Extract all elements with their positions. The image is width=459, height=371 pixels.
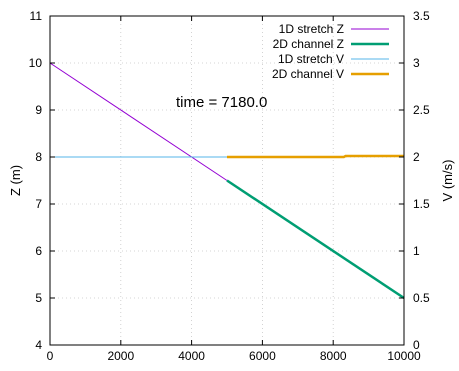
time-annotation: time = 7180.0 <box>176 94 267 111</box>
y-tick-label: 7 <box>35 197 42 211</box>
series-line-2 <box>226 179 405 300</box>
y2-tick-label: 3 <box>413 56 420 70</box>
y-tick-label: 8 <box>35 150 42 164</box>
legend-label: 2D channel V <box>272 67 344 81</box>
y2-tick-label: 2 <box>413 150 420 164</box>
legend: 1D stretch Z2D channel Z1D stretch V2D c… <box>272 22 389 81</box>
series-group <box>49 62 405 300</box>
plot-frame <box>49 15 405 346</box>
y-tick-label: 4 <box>35 338 42 352</box>
y-tick-label: 5 <box>35 291 42 305</box>
y2-tick-label: 1.5 <box>413 197 430 211</box>
x-tick-label: 4000 <box>178 349 205 363</box>
x-tick-label: 2000 <box>107 349 134 363</box>
y2-axis-label: V (m/s) <box>440 160 455 202</box>
y2-tick-label: 0.5 <box>413 291 430 305</box>
ticks: 0 2000 4000 6000 8000 10000 4 5 6 7 8 9 10 11 0 0.5 1 1.5… <box>29 9 430 363</box>
y2-tick-label: 0 <box>413 338 420 352</box>
legend-label: 1D stretch Z <box>279 22 344 36</box>
legend-label: 1D stretch V <box>278 52 344 66</box>
y-tick-label: 11 <box>30 9 43 23</box>
y-tick-label: 6 <box>35 244 42 258</box>
x-tick-label: 0 <box>47 349 54 363</box>
x-tick-label: 8000 <box>320 349 347 363</box>
y2-tick-label: 1 <box>413 244 420 258</box>
y-tick-label: 10 <box>29 56 43 70</box>
series-line-4 <box>227 154 404 159</box>
y-tick-label: 9 <box>35 103 42 117</box>
y2-tick-label: 2.5 <box>413 103 430 117</box>
series-line-1 <box>49 62 228 181</box>
legend-label: 2D channel Z <box>273 37 344 51</box>
y2-tick-label: 3.5 <box>413 9 430 23</box>
y-axis-label: Z (m) <box>8 165 23 196</box>
x-tick-label: 6000 <box>249 349 276 363</box>
x-tick-label: 10000 <box>387 349 421 363</box>
